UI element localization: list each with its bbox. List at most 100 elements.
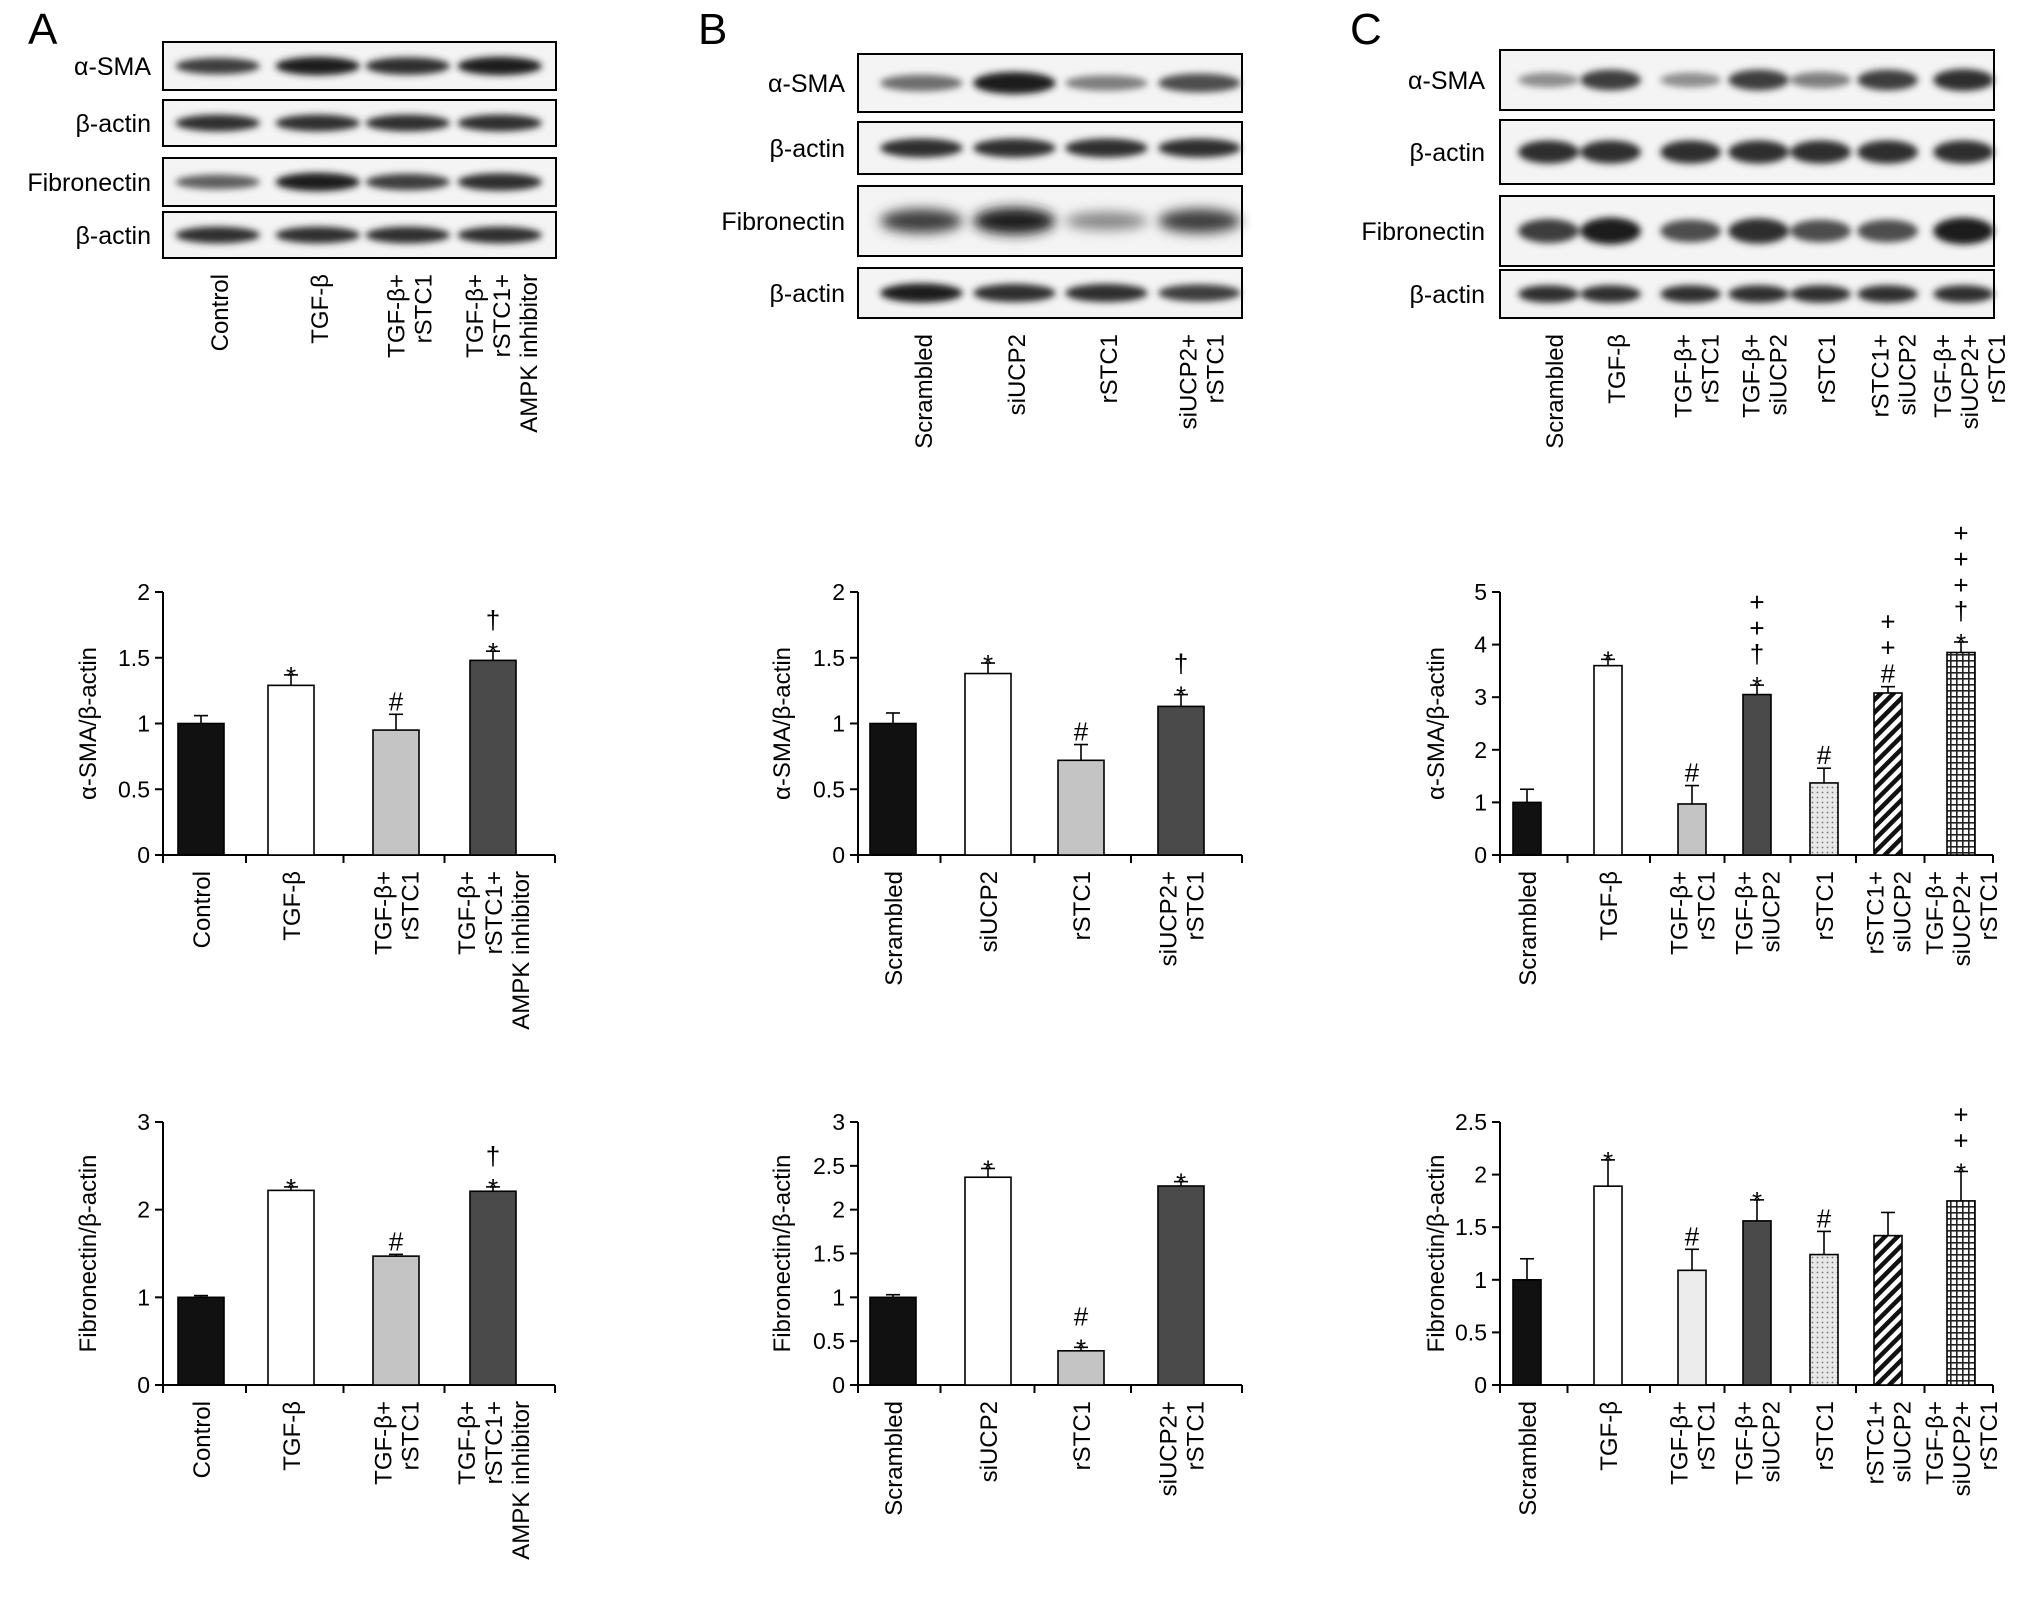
blot-bands xyxy=(175,172,542,192)
y-tick-label: 0.5 xyxy=(813,1328,845,1354)
lane-label-line: rSTC1 xyxy=(411,274,438,343)
bar xyxy=(1593,664,1623,856)
y-tick-label: 1.5 xyxy=(118,645,150,671)
x-category-label: siUCP2+ xyxy=(1949,1401,1976,1496)
x-category-label: TGF-β xyxy=(279,871,306,941)
blot-row-label: β-actin xyxy=(1409,139,1485,167)
significance-marker: + xyxy=(1749,613,1764,643)
x-category-label: rSTC1+ xyxy=(1863,1401,1890,1484)
blot-band xyxy=(1790,285,1851,303)
lane-label-line: AMPK inhibitor xyxy=(516,274,543,433)
lane-label-line: rSTC1 xyxy=(1984,334,2011,403)
y-tick-label: 1.5 xyxy=(813,645,845,671)
significance-marker: # xyxy=(389,686,404,716)
y-axis-label: Fibronectin/β-actin xyxy=(1423,1155,1450,1353)
x-category-label: TGF-β+ xyxy=(454,871,481,955)
x-category-label: TGF-β+ xyxy=(1732,1401,1759,1485)
y-tick-label: 0 xyxy=(137,842,150,868)
significance-marker: * xyxy=(286,661,296,691)
significance-marker: + xyxy=(1953,1125,1968,1155)
blot-lane-label: Scrambled xyxy=(1542,334,1569,449)
bar-chart-c-sma: 0 1 2 3 4 5 α-SMA/β-actin Scrambled * TGF-β # TGF-β… xyxy=(1423,518,2003,986)
y-tick-label: 5 xyxy=(1474,579,1487,605)
blot-bands xyxy=(880,138,1241,158)
x-category-label: siUCP2 xyxy=(1759,871,1786,952)
x-category-label: rSTC1 xyxy=(1976,871,2003,940)
y-tick-label: 1 xyxy=(137,711,150,737)
blot-band xyxy=(1065,283,1148,303)
blot-band xyxy=(365,57,450,75)
blot-row: Fibronectin xyxy=(27,157,557,207)
blot-row-label: α-SMA xyxy=(768,70,845,98)
blot-bands xyxy=(1518,69,1994,91)
significance-marker: * xyxy=(983,1154,993,1184)
blot-row: β-actin xyxy=(769,267,1243,319)
x-category-label: siUCP2+ xyxy=(1156,1401,1183,1496)
figure-content: Aα-SMA β-actin Fibronectin β-actin Control TG… xyxy=(27,5,2011,1560)
bar xyxy=(1946,651,1976,856)
blot-band xyxy=(1065,211,1148,231)
bar xyxy=(267,684,315,856)
lane-label-line: rSTC1 xyxy=(1814,334,1841,403)
significance-marker: # xyxy=(1074,717,1089,747)
y-tick-label: 1 xyxy=(1474,789,1487,815)
x-category-label: Control xyxy=(189,1401,216,1478)
blot-band xyxy=(1518,285,1579,303)
blot-lane-label: rSTC1+ siUCP2 xyxy=(1868,334,1922,417)
blot-band xyxy=(1790,140,1851,164)
significance-marker: * xyxy=(1956,628,1966,658)
bar xyxy=(869,722,917,856)
y-tick-label: 1 xyxy=(832,1284,845,1310)
blot-row: β-actin xyxy=(75,211,557,259)
lane-label-line: rSTC1+ xyxy=(1868,334,1895,417)
bar xyxy=(1593,1185,1623,1386)
bar xyxy=(1873,692,1903,856)
y-tick-label: 0.5 xyxy=(118,776,150,802)
y-axis-label: α-SMA/β-actin xyxy=(1423,647,1450,800)
significance-marker: # xyxy=(1881,659,1896,689)
y-axis-label: Fibronectin/β-actin xyxy=(75,1155,102,1353)
x-category-label: rSTC1+ xyxy=(1863,871,1890,954)
blot-band xyxy=(973,207,1056,235)
x-category-label: TGF-β xyxy=(1596,1401,1623,1471)
bar xyxy=(964,672,1012,856)
lane-label-line: TGF-β+ xyxy=(1671,334,1698,418)
blot-row-label: α-SMA xyxy=(1408,67,1485,95)
significance-marker: * xyxy=(1752,671,1762,701)
y-tick-label: 1 xyxy=(137,1284,150,1310)
bar xyxy=(1873,1234,1903,1386)
blot-band xyxy=(275,56,360,76)
blot-band xyxy=(1660,219,1721,243)
blot-row: α-SMA xyxy=(1408,49,1995,111)
y-tick-label: 0.5 xyxy=(1455,1319,1487,1345)
blot-row: β-actin xyxy=(1409,269,1995,319)
blot-band xyxy=(1660,140,1721,164)
lane-label-line: TGF-β+ xyxy=(384,274,411,358)
blot-band xyxy=(1580,217,1641,245)
blot-row-label: Fibronectin xyxy=(1361,218,1485,246)
x-category-label: rSTC1 xyxy=(1069,1401,1096,1470)
bar-chart-a-fibronectin: 0 1 2 3 Fibronectin/β-actin Control * TGF-β # TGF… xyxy=(75,1109,556,1560)
bar xyxy=(372,729,420,856)
lane-label-line: TGF-β+ xyxy=(1930,334,1957,418)
lane-label-line: rSTC1+ xyxy=(489,274,516,357)
blot-bands xyxy=(175,56,542,76)
lane-label-line: rSTC1 xyxy=(1203,334,1230,403)
x-category-label: TGF-β+ xyxy=(1922,1401,1949,1485)
x-category-label: TGF-β+ xyxy=(1667,1401,1694,1485)
x-category-label: rSTC1 xyxy=(1183,1401,1210,1470)
bar xyxy=(1057,1350,1105,1386)
bar xyxy=(1512,1279,1542,1386)
blot-band xyxy=(1518,140,1579,164)
blot-band xyxy=(973,138,1056,158)
x-category-label: TGF-β+ xyxy=(1732,871,1759,955)
blot-lane-label: TGF-β+ siUCP2 xyxy=(1739,334,1793,418)
blot-lane-label: TGF-β+ rSTC1+ AMPK inhibitor xyxy=(462,274,543,433)
bar xyxy=(1157,705,1205,856)
blot-band xyxy=(1158,73,1241,93)
blot-row-label: Fibronectin xyxy=(721,208,845,236)
blot-lane-label: rSTC1 xyxy=(1096,334,1123,403)
blot-lane-label: siUCP2+ rSTC1 xyxy=(1176,334,1230,429)
significance-marker: # xyxy=(1685,1221,1700,1251)
bar xyxy=(372,1255,420,1386)
